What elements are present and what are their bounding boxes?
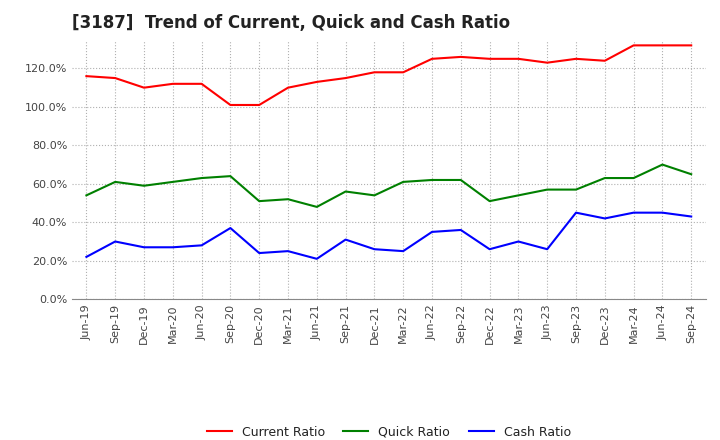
Current Ratio	[485, 56, 494, 62]
Cash Ratio	[629, 210, 638, 215]
Current Ratio	[140, 85, 148, 90]
Quick Ratio	[370, 193, 379, 198]
Cash Ratio	[456, 227, 465, 233]
Current Ratio	[284, 85, 292, 90]
Current Ratio	[255, 103, 264, 108]
Current Ratio	[514, 56, 523, 62]
Cash Ratio	[168, 245, 177, 250]
Quick Ratio	[284, 197, 292, 202]
Cash Ratio	[197, 243, 206, 248]
Quick Ratio	[514, 193, 523, 198]
Cash Ratio	[428, 229, 436, 235]
Current Ratio	[399, 70, 408, 75]
Quick Ratio	[255, 198, 264, 204]
Quick Ratio	[658, 162, 667, 167]
Quick Ratio	[543, 187, 552, 192]
Current Ratio	[600, 58, 609, 63]
Current Ratio	[629, 43, 638, 48]
Cash Ratio	[399, 249, 408, 254]
Quick Ratio	[399, 179, 408, 184]
Current Ratio	[226, 103, 235, 108]
Line: Current Ratio: Current Ratio	[86, 45, 691, 105]
Quick Ratio	[111, 179, 120, 184]
Cash Ratio	[658, 210, 667, 215]
Current Ratio	[370, 70, 379, 75]
Current Ratio	[658, 43, 667, 48]
Current Ratio	[572, 56, 580, 62]
Quick Ratio	[82, 193, 91, 198]
Cash Ratio	[341, 237, 350, 242]
Quick Ratio	[140, 183, 148, 188]
Cash Ratio	[140, 245, 148, 250]
Quick Ratio	[197, 176, 206, 181]
Current Ratio	[687, 43, 696, 48]
Cash Ratio	[572, 210, 580, 215]
Current Ratio	[456, 54, 465, 59]
Quick Ratio	[629, 176, 638, 181]
Cash Ratio	[312, 256, 321, 261]
Cash Ratio	[111, 239, 120, 244]
Quick Ratio	[428, 177, 436, 183]
Current Ratio	[428, 56, 436, 62]
Cash Ratio	[82, 254, 91, 260]
Cash Ratio	[687, 214, 696, 219]
Line: Cash Ratio: Cash Ratio	[86, 213, 691, 259]
Current Ratio	[111, 75, 120, 81]
Quick Ratio	[572, 187, 580, 192]
Quick Ratio	[312, 204, 321, 209]
Cash Ratio	[370, 246, 379, 252]
Cash Ratio	[600, 216, 609, 221]
Text: [3187]  Trend of Current, Quick and Cash Ratio: [3187] Trend of Current, Quick and Cash …	[72, 15, 510, 33]
Quick Ratio	[456, 177, 465, 183]
Cash Ratio	[284, 249, 292, 254]
Current Ratio	[312, 79, 321, 84]
Quick Ratio	[485, 198, 494, 204]
Quick Ratio	[226, 173, 235, 179]
Line: Quick Ratio: Quick Ratio	[86, 165, 691, 207]
Current Ratio	[82, 73, 91, 79]
Current Ratio	[168, 81, 177, 87]
Cash Ratio	[514, 239, 523, 244]
Legend: Current Ratio, Quick Ratio, Cash Ratio: Current Ratio, Quick Ratio, Cash Ratio	[202, 421, 576, 440]
Cash Ratio	[226, 225, 235, 231]
Current Ratio	[543, 60, 552, 65]
Current Ratio	[197, 81, 206, 87]
Quick Ratio	[600, 176, 609, 181]
Cash Ratio	[543, 246, 552, 252]
Cash Ratio	[255, 250, 264, 256]
Cash Ratio	[485, 246, 494, 252]
Quick Ratio	[687, 172, 696, 177]
Quick Ratio	[341, 189, 350, 194]
Quick Ratio	[168, 179, 177, 184]
Current Ratio	[341, 75, 350, 81]
